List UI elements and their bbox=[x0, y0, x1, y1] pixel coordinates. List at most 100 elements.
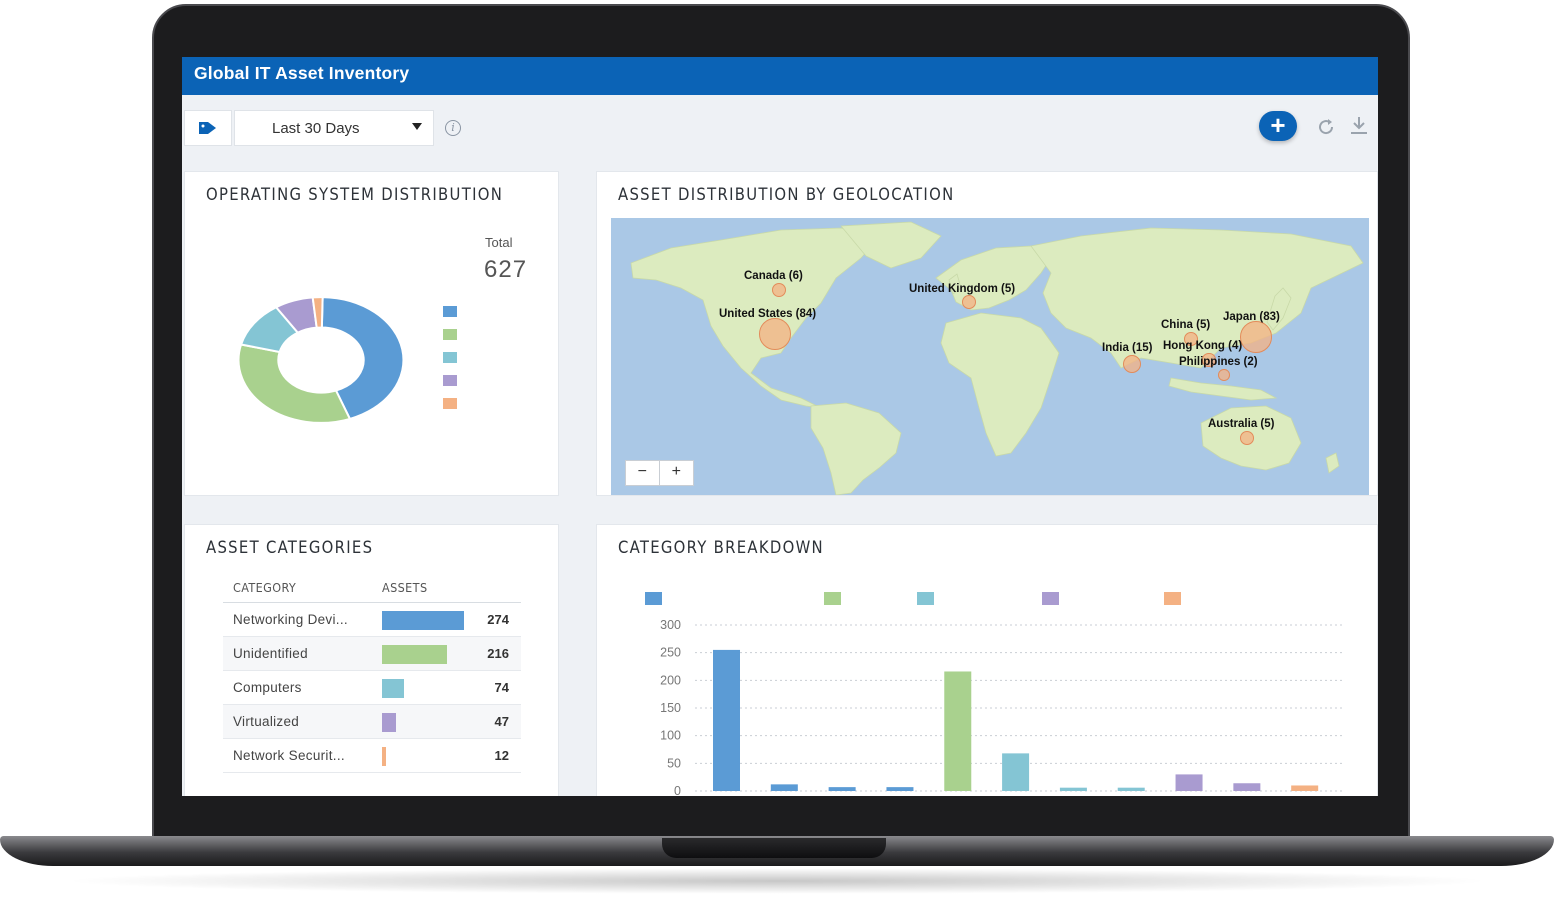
legend-swatch[interactable] bbox=[443, 375, 457, 386]
map-zoom-controls: − + bbox=[625, 460, 694, 486]
y-tick-label: 0 bbox=[674, 784, 681, 796]
map-bubble[interactable] bbox=[1240, 431, 1254, 445]
category-breakdown-panel: CATEGORY BREAKDOWN 0 50 100 150 200 250 300 bbox=[596, 524, 1378, 796]
map-bubble[interactable] bbox=[771, 282, 787, 298]
panel-title: ASSET DISTRIBUTION BY GEOLOCATION bbox=[618, 185, 955, 204]
map-label: Japan (83) bbox=[1223, 311, 1280, 323]
category-name: Networking Devi... bbox=[233, 612, 348, 627]
y-tick-label: 100 bbox=[660, 729, 681, 743]
column-header-category[interactable]: CATEGORY bbox=[233, 580, 297, 595]
map-bubble[interactable] bbox=[1218, 369, 1230, 381]
download-icon[interactable] bbox=[1349, 115, 1369, 137]
y-tick-label: 250 bbox=[660, 646, 681, 660]
category-breakdown-chart[interactable]: 0 50 100 150 200 250 300 bbox=[597, 585, 1378, 796]
legend-swatch[interactable] bbox=[443, 398, 457, 409]
laptop-notch bbox=[662, 838, 886, 858]
app-screen: Global IT Asset Inventory Last 30 Days i… bbox=[182, 57, 1378, 796]
app-title: Global IT Asset Inventory bbox=[194, 63, 410, 83]
table-row[interactable]: Networking Devi... 274 bbox=[223, 603, 521, 637]
donut-slice[interactable] bbox=[311, 296, 324, 329]
legend-swatch[interactable] bbox=[443, 329, 457, 340]
os-donut-chart[interactable] bbox=[225, 285, 415, 435]
bar[interactable] bbox=[1059, 787, 1087, 791]
map-label: United States (84) bbox=[719, 308, 817, 320]
bar[interactable] bbox=[1291, 785, 1319, 791]
total-label: Total bbox=[485, 235, 513, 250]
date-range-select[interactable]: Last 30 Days bbox=[234, 110, 434, 146]
asset-categories-panel: ASSET CATEGORIES CATEGORY ASSETS Network… bbox=[184, 524, 559, 796]
bar[interactable] bbox=[1002, 753, 1030, 791]
legend-swatch[interactable] bbox=[645, 592, 662, 605]
map-bubble[interactable] bbox=[759, 318, 791, 350]
map-bubble[interactable] bbox=[1202, 353, 1216, 367]
map-label: Australia (5) bbox=[1208, 418, 1275, 430]
chevron-down-icon bbox=[412, 123, 422, 130]
legend-swatch[interactable] bbox=[824, 592, 841, 605]
table-row[interactable]: Computers 74 bbox=[223, 671, 521, 705]
column-header-assets[interactable]: ASSETS bbox=[382, 580, 428, 595]
zoom-in-button[interactable]: + bbox=[671, 463, 681, 480]
map-bubble[interactable] bbox=[962, 295, 976, 309]
refresh-icon[interactable] bbox=[1316, 117, 1336, 137]
donut-slice[interactable] bbox=[320, 296, 405, 421]
date-range-value: Last 30 Days bbox=[272, 120, 360, 137]
total-value: 627 bbox=[484, 256, 528, 283]
tag-filter-button[interactable] bbox=[184, 110, 232, 146]
category-count: 74 bbox=[494, 680, 509, 695]
bar[interactable] bbox=[1175, 774, 1203, 791]
bar[interactable] bbox=[828, 787, 856, 791]
table-header-divider bbox=[223, 602, 521, 603]
legend-swatch[interactable] bbox=[1042, 592, 1059, 605]
map-bubble[interactable] bbox=[1240, 321, 1272, 353]
bar[interactable] bbox=[886, 787, 914, 791]
world-map[interactable]: Canada (6) United States (84) United Kingd… bbox=[611, 218, 1369, 495]
category-count: 216 bbox=[487, 646, 509, 661]
y-tick-label: 300 bbox=[660, 618, 681, 632]
legend-swatch[interactable] bbox=[1164, 592, 1181, 605]
table-row[interactable]: Network Securit... 12 bbox=[223, 739, 521, 773]
laptop-shadow bbox=[60, 868, 1494, 894]
os-distribution-panel: OPERATING SYSTEM DISTRIBUTION Total 627 bbox=[184, 171, 559, 496]
geolocation-panel: ASSET DISTRIBUTION BY GEOLOCATION bbox=[596, 171, 1378, 496]
map-label: Canada (6) bbox=[744, 270, 803, 282]
world-map-shapes bbox=[630, 221, 1364, 495]
bar[interactable] bbox=[713, 649, 740, 791]
legend-swatch[interactable] bbox=[917, 592, 934, 605]
y-tick-label: 50 bbox=[667, 756, 681, 770]
donut-slice[interactable] bbox=[237, 343, 352, 424]
map-label: India (15) bbox=[1102, 342, 1153, 354]
map-label: Philippines (2) bbox=[1179, 356, 1258, 368]
bar[interactable] bbox=[1117, 787, 1145, 791]
category-bar bbox=[382, 747, 386, 766]
legend-swatch[interactable] bbox=[443, 306, 457, 317]
bar[interactable] bbox=[770, 784, 798, 791]
map-label: United Kingdom (5) bbox=[909, 283, 1016, 295]
table-row[interactable]: Virtualized 47 bbox=[223, 705, 521, 739]
panel-title: ASSET CATEGORIES bbox=[206, 538, 374, 557]
map-label: Hong Kong (4) bbox=[1163, 340, 1243, 352]
y-tick-label: 150 bbox=[660, 701, 681, 715]
category-name: Computers bbox=[233, 680, 302, 695]
category-count: 274 bbox=[487, 612, 509, 627]
category-bar bbox=[382, 679, 405, 698]
category-name: Unidentified bbox=[233, 646, 308, 661]
panel-title: CATEGORY BREAKDOWN bbox=[618, 538, 824, 557]
map-label: China (5) bbox=[1161, 319, 1211, 331]
category-count: 47 bbox=[494, 714, 509, 729]
add-button[interactable]: + bbox=[1259, 111, 1297, 141]
category-bar bbox=[382, 645, 447, 664]
info-icon[interactable]: i bbox=[445, 120, 461, 136]
map-bubble[interactable] bbox=[1184, 332, 1198, 346]
category-bar bbox=[382, 611, 464, 630]
bar[interactable] bbox=[1233, 783, 1261, 791]
legend-swatch[interactable] bbox=[443, 352, 457, 363]
category-name: Network Securit... bbox=[233, 748, 345, 763]
map-bubble[interactable] bbox=[1122, 354, 1142, 374]
category-name: Virtualized bbox=[233, 714, 300, 729]
zoom-out-button[interactable]: − bbox=[626, 461, 660, 485]
app-header: Global IT Asset Inventory bbox=[182, 57, 1378, 95]
toolbar: Last 30 Days i + bbox=[182, 95, 1378, 167]
bar[interactable] bbox=[944, 671, 972, 791]
table-row[interactable]: Unidentified 216 bbox=[223, 637, 521, 671]
tag-icon bbox=[199, 122, 216, 134]
